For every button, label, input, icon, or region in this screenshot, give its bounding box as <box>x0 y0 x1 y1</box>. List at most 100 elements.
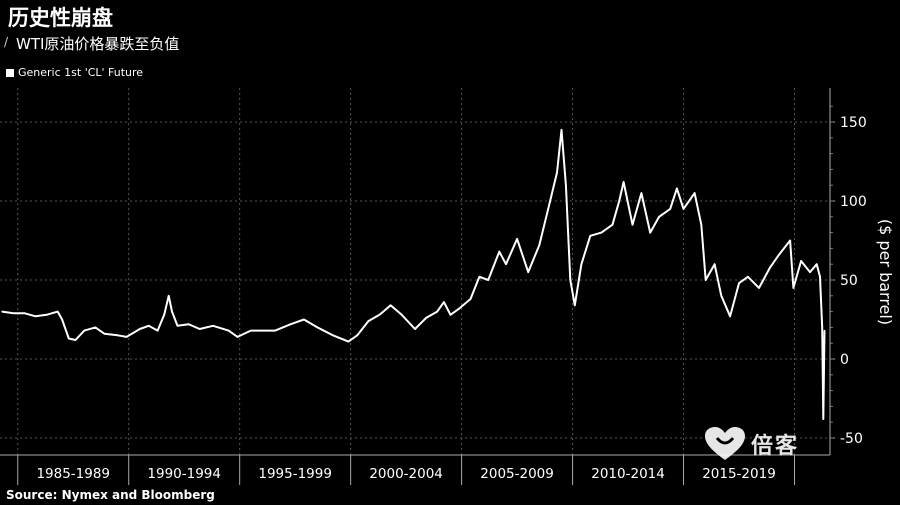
data-point <box>347 340 350 343</box>
chart-title: 历史性崩盘 <box>8 6 113 30</box>
data-point <box>289 323 292 326</box>
data-point <box>250 329 252 332</box>
data-point <box>227 329 230 332</box>
data-point <box>758 287 760 289</box>
x-tick-label: 2010-2014 <box>591 466 665 482</box>
data-point <box>443 301 445 303</box>
data-point <box>45 314 48 316</box>
y-axis-label: ($ per barrel) <box>876 219 895 325</box>
data-point <box>569 279 572 281</box>
data-point <box>61 318 63 321</box>
data-point <box>498 250 501 253</box>
data-point <box>815 263 818 266</box>
data-point <box>720 295 723 297</box>
data-point <box>414 328 416 330</box>
y-tick-label: 100 <box>840 194 867 210</box>
data-point <box>729 315 731 318</box>
data-point <box>94 326 97 329</box>
data-point <box>631 223 634 226</box>
data-point <box>1 310 3 313</box>
data-point <box>389 304 392 307</box>
data-point <box>367 320 370 322</box>
data-point <box>449 314 452 316</box>
data-point <box>821 326 823 329</box>
data-point <box>34 315 37 318</box>
data-point <box>378 314 381 316</box>
data-point <box>274 329 277 332</box>
data-point <box>611 223 614 226</box>
data-point <box>640 192 643 194</box>
data-point <box>176 325 179 327</box>
data-point <box>167 295 170 297</box>
data-point <box>163 314 165 316</box>
data-point <box>682 208 685 210</box>
data-point <box>425 317 427 319</box>
data-point <box>12 312 15 315</box>
watermark-text: 倍客 <box>751 434 800 459</box>
data-point <box>693 192 696 194</box>
data-point <box>822 418 825 420</box>
legend-label: Generic 1st 'CL' Future <box>18 66 144 79</box>
data-point <box>700 223 703 226</box>
data-point <box>147 325 150 327</box>
data-point <box>669 208 671 210</box>
y-tick-label: 150 <box>840 115 867 131</box>
legend-swatch <box>6 68 14 77</box>
data-point <box>458 307 461 310</box>
heart-logo-icon <box>705 427 745 460</box>
data-point <box>116 334 119 337</box>
data-point <box>156 329 159 332</box>
y-tick-label: 0 <box>840 352 849 368</box>
data-point <box>738 282 740 285</box>
x-tick-label: 1995-1999 <box>258 466 332 482</box>
chart-subtitle: WTI原油价格暴跌至负值 <box>16 35 180 53</box>
data-point <box>792 287 795 289</box>
data-point <box>600 231 603 234</box>
data-point <box>789 239 791 242</box>
legend: Generic 1st 'CL' Future <box>6 66 143 79</box>
data-point <box>83 329 86 332</box>
data-point <box>212 325 214 327</box>
data-point <box>778 253 780 256</box>
data-point <box>574 304 576 307</box>
data-point <box>527 271 529 273</box>
data-point <box>823 329 826 332</box>
source-note: Source: Nymex and Bloomberg <box>6 488 215 502</box>
data-point <box>618 200 620 202</box>
data-point <box>236 336 239 338</box>
data-point <box>171 310 173 313</box>
data-point <box>747 276 749 278</box>
data-point <box>658 216 660 218</box>
data-point <box>649 231 651 234</box>
data-point <box>704 279 707 281</box>
data-point <box>560 129 563 131</box>
data-point <box>547 208 549 210</box>
data-point <box>103 332 106 335</box>
data-point <box>125 336 128 338</box>
data-point <box>580 263 583 266</box>
data-point <box>589 235 592 237</box>
data-point <box>819 276 821 278</box>
data-point <box>769 266 771 269</box>
data-point <box>356 334 359 337</box>
data-point <box>56 310 59 313</box>
y-tick-label: 50 <box>840 273 858 289</box>
data-point <box>478 276 481 278</box>
data-point <box>538 244 541 246</box>
data-point <box>74 339 77 341</box>
data-point <box>139 328 141 330</box>
data-point <box>487 279 490 281</box>
subtitle-marker: / <box>4 35 9 49</box>
y-tick-label: -50 <box>840 431 863 447</box>
data-point <box>676 187 678 190</box>
data-point <box>68 337 70 340</box>
data-point <box>800 260 802 262</box>
data-point <box>436 310 439 313</box>
x-tick-label: 2015-2019 <box>702 466 776 482</box>
x-tick-label: 1990-1994 <box>147 466 221 482</box>
x-tick-label: 2005-2009 <box>480 466 554 482</box>
data-point <box>713 263 716 266</box>
data-point <box>622 181 625 183</box>
x-tick-label: 2000-2004 <box>369 466 443 482</box>
